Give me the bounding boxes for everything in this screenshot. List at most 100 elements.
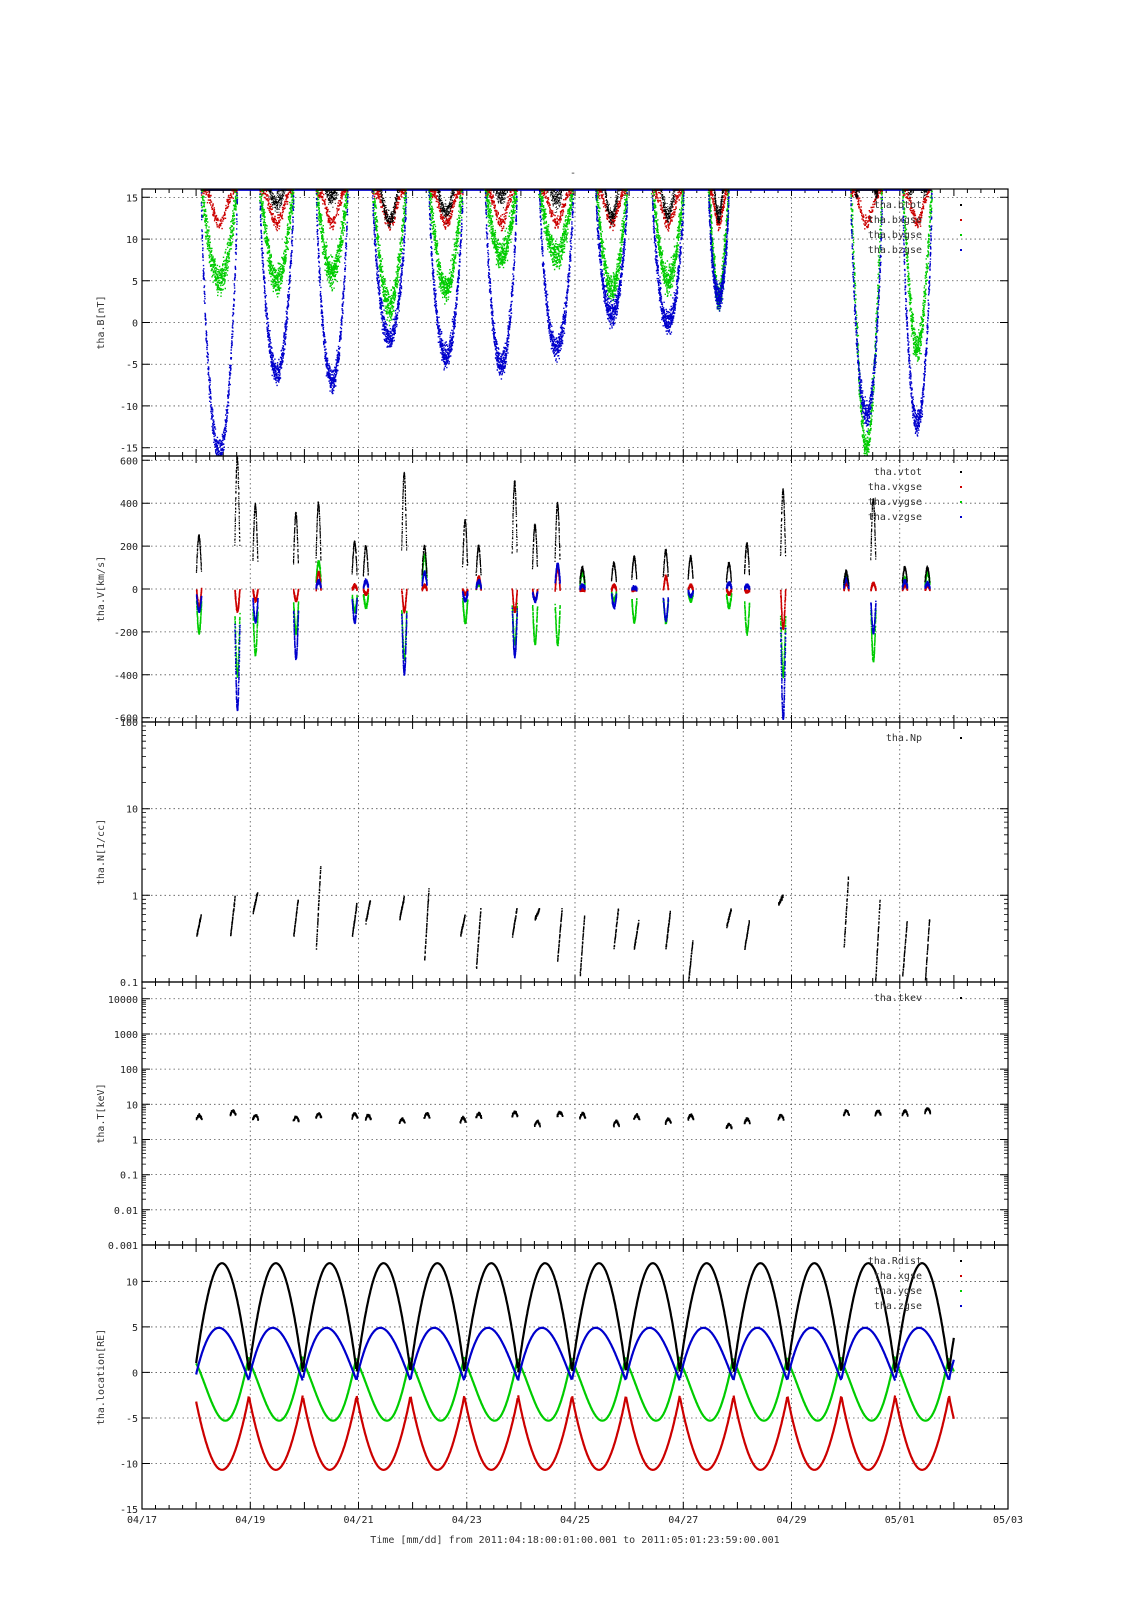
x-axis-ticks: 04/17 04/19 04/21 04/23 04/25 04/27 04/29 05/01… xyxy=(127,1515,1023,1526)
x-tick-label: 05/01 xyxy=(885,1515,915,1526)
legend-label: tha.Rdist xyxy=(868,1256,922,1267)
panel-4: 0.001 0.01 0.1 1 10 100 1000 10000 tha.T[keV] tha… xyxy=(96,981,1009,1252)
y-tick-label: 100 xyxy=(120,1065,138,1076)
series-line-zgse xyxy=(195,1326,955,1381)
y-tick-label: 5 xyxy=(132,277,138,288)
y-tick-label: -15 xyxy=(120,444,138,455)
legend-label: tha.tkev xyxy=(874,993,922,1004)
x-tick-label: 04/19 xyxy=(235,1515,265,1526)
data-layer xyxy=(200,189,933,456)
panel-frame xyxy=(141,1244,1009,1510)
y-axis-label: tha.N[1/cc] xyxy=(96,819,107,885)
y-tick-label: 100 xyxy=(120,718,138,729)
y-tick-label: 10 xyxy=(126,235,138,246)
legend-label: tha.vtot xyxy=(874,467,922,478)
legend-marker xyxy=(960,234,962,236)
series-points-bygse xyxy=(200,189,933,456)
y-tick-label: -5 xyxy=(126,1414,138,1425)
y-tick-label: 10 xyxy=(126,1100,138,1111)
legend-label: tha.vygse xyxy=(868,497,922,508)
x-tick-label: 04/27 xyxy=(668,1515,698,1526)
data-layer xyxy=(195,1107,932,1130)
panel-3: 0.1 1 10 100 tha.N[1/cc] tha.Np xyxy=(96,718,1009,989)
legend-label: tha.Np xyxy=(886,733,922,744)
series-points-vtot xyxy=(195,456,931,586)
series-line-ygse xyxy=(195,1356,955,1422)
y-tick-label: -200 xyxy=(114,628,138,639)
y-axis-label: tha.location[RE] xyxy=(96,1329,107,1425)
series-points-bxgse xyxy=(200,189,933,232)
legend-label: tha.xgse xyxy=(874,1271,922,1282)
y-tick-label: -15 xyxy=(120,1505,138,1516)
x-tick-label: 04/23 xyxy=(452,1515,482,1526)
legend-marker xyxy=(960,1275,962,1277)
legend-marker xyxy=(960,1260,962,1262)
data-layer xyxy=(196,866,931,982)
y-tick-label: -10 xyxy=(120,1459,138,1470)
panel-2: -600 -400 -200 0 200 400 600 tha.V[km/s] tha.vto… xyxy=(96,455,1009,725)
y-tick-label: 10 xyxy=(126,1277,138,1288)
y-tick-label: 0.1 xyxy=(120,978,138,989)
legend-marker xyxy=(960,501,962,503)
x-tick-label: 04/25 xyxy=(560,1515,590,1526)
y-tick-label: 5 xyxy=(132,1323,138,1334)
legend-marker xyxy=(960,516,962,518)
y-tick-label: 0 xyxy=(132,1368,138,1379)
legend-label: tha.ygse xyxy=(874,1286,922,1297)
x-axis-label: Time [mm/dd] from 2011:04:18:00:01:00.00… xyxy=(370,1535,779,1546)
legend-marker xyxy=(960,471,962,473)
y-tick-label: 200 xyxy=(120,542,138,553)
y-tick-label: -600 xyxy=(114,714,138,725)
y-minor-ticks xyxy=(142,981,1008,1235)
data-layer xyxy=(195,1262,955,1472)
y-minor-ticks xyxy=(142,725,1008,957)
y-tick-label: 600 xyxy=(120,456,138,467)
panels: -15-10-5051015tha.B[nT]tha.btottha.bxgse… xyxy=(96,188,1009,1516)
legend-marker xyxy=(960,737,962,739)
y-tick-label: 0 xyxy=(132,319,138,330)
y-tick-label: 15 xyxy=(126,193,138,204)
legend-label: tha.bxgse xyxy=(868,215,922,226)
panel-5: -15 -10 -5 0 5 10 tha.location[RE] tha.Rdist tha… xyxy=(96,1244,1009,1516)
y-axis-label: tha.B[nT] xyxy=(96,295,107,349)
legend-marker xyxy=(960,1290,962,1292)
series-points-btot xyxy=(200,189,933,229)
y-tick-label: 0 xyxy=(132,585,138,596)
x-tick-label: 04/17 xyxy=(127,1515,157,1526)
legend-marker xyxy=(960,1305,962,1307)
legend-label: tha.btot xyxy=(874,200,922,211)
y-tick-label: 10 xyxy=(126,805,138,816)
legend-label: tha.bzgse xyxy=(868,245,922,256)
legend-label: tha.zgse xyxy=(874,1301,922,1312)
series-points-vzgse xyxy=(195,562,931,720)
legend-marker xyxy=(960,997,962,999)
y-tick-label: 1 xyxy=(132,891,138,902)
legend-label: tha.vzgse xyxy=(868,512,922,523)
legend-label: tha.vxgse xyxy=(868,482,922,493)
x-tick-label: 04/21 xyxy=(343,1515,373,1526)
y-tick-label: 1 xyxy=(132,1135,138,1146)
legend-label: tha.bygse xyxy=(868,230,922,241)
x-tick-label: 05/03 xyxy=(993,1515,1023,1526)
y-tick-label: -400 xyxy=(114,671,138,682)
series-line-rdist xyxy=(195,1262,955,1373)
series-points-tkev xyxy=(195,1107,932,1130)
series-points-vxgse xyxy=(195,565,931,631)
y-tick-label: -5 xyxy=(126,360,138,371)
y-tick-label: 0.1 xyxy=(120,1171,138,1182)
y-tick-label: 0.001 xyxy=(108,1241,138,1252)
y-axis-label: tha.T[keV] xyxy=(96,1083,107,1143)
y-axis-label: tha.V[km/s] xyxy=(96,556,107,622)
legend-marker xyxy=(960,249,962,251)
chart-title: - xyxy=(570,168,576,179)
y-tick-label: 0.01 xyxy=(114,1206,138,1217)
series-line-xgse xyxy=(195,1395,955,1472)
y-tick-label: 400 xyxy=(120,499,138,510)
series-points-np xyxy=(196,866,931,982)
legend-marker xyxy=(960,486,962,488)
panel-1: -15 -10 -5 0 5 10 15 tha.B[nT] tha.btot tha.bxgse… xyxy=(96,188,1009,457)
y-tick-label: 1000 xyxy=(114,1030,138,1041)
y-tick-label: -10 xyxy=(120,402,138,413)
series-points-vygse xyxy=(195,553,931,679)
